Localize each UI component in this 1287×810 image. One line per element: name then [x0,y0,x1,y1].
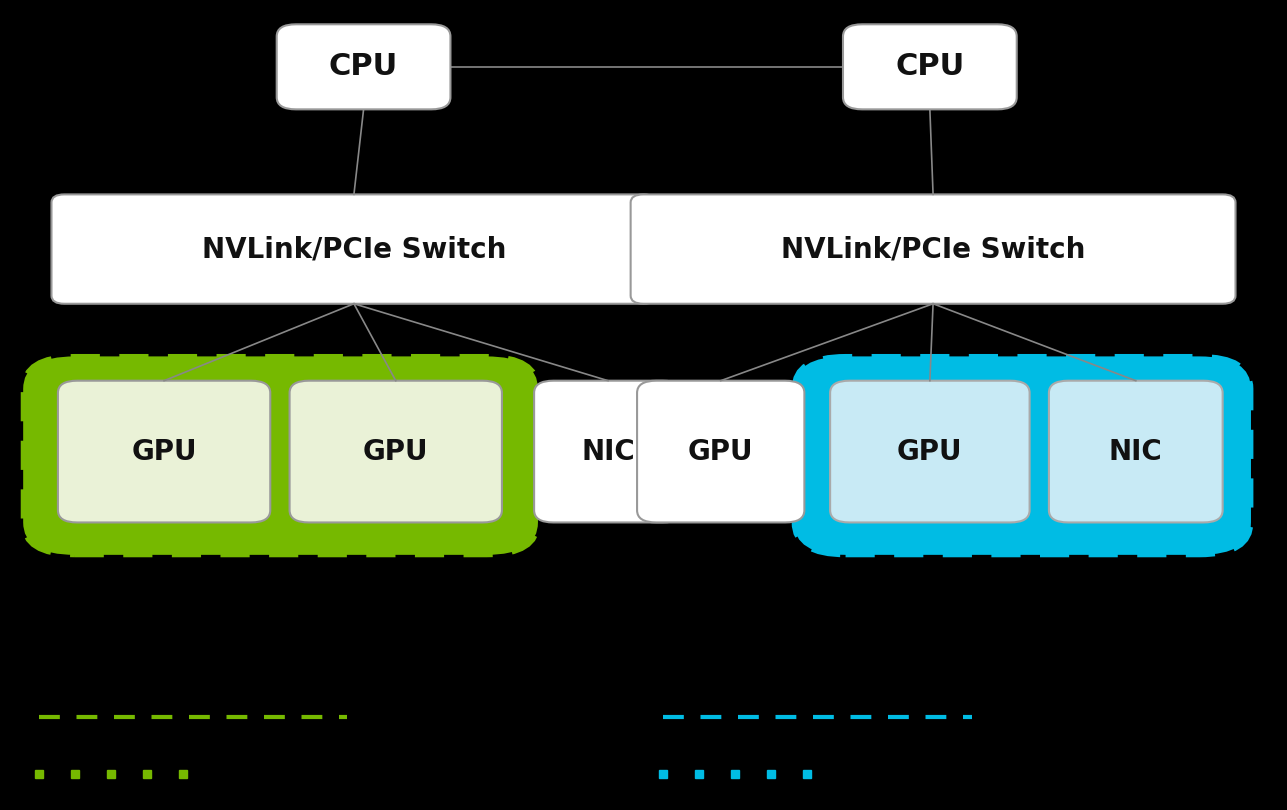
FancyBboxPatch shape [51,194,656,304]
FancyBboxPatch shape [794,356,1251,555]
Text: NVLink/PCIe Switch: NVLink/PCIe Switch [781,235,1085,263]
FancyBboxPatch shape [534,381,682,522]
FancyBboxPatch shape [843,24,1017,109]
FancyBboxPatch shape [637,381,804,522]
FancyBboxPatch shape [23,356,538,555]
Text: GPU: GPU [689,437,753,466]
Text: NVLink/PCIe Switch: NVLink/PCIe Switch [202,235,506,263]
FancyBboxPatch shape [290,381,502,522]
Text: GPU: GPU [363,437,429,466]
Text: GPU: GPU [897,437,963,466]
Text: GPU: GPU [131,437,197,466]
Text: CPU: CPU [329,53,398,81]
FancyBboxPatch shape [631,194,1236,304]
FancyBboxPatch shape [830,381,1030,522]
Text: NIC: NIC [1109,437,1162,466]
FancyBboxPatch shape [58,381,270,522]
FancyBboxPatch shape [277,24,450,109]
FancyBboxPatch shape [1049,381,1223,522]
Text: NIC: NIC [582,437,634,466]
Text: CPU: CPU [896,53,964,81]
